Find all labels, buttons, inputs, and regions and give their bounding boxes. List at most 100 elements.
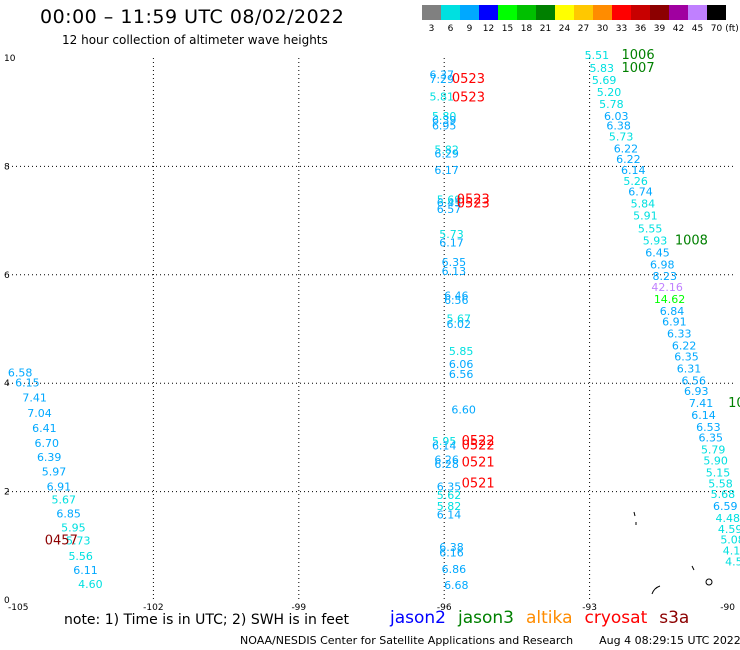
- swh-value: 5.80: [432, 110, 457, 123]
- swh-value: 6.60: [451, 404, 476, 417]
- swh-value: 6.39: [37, 451, 62, 464]
- swh-value: 5.85: [449, 345, 474, 358]
- swh-value: 6.22: [614, 142, 639, 155]
- swh-value: 7.41: [22, 392, 47, 405]
- swh-value: 7.41: [689, 397, 714, 410]
- swh-value: 6.98: [650, 258, 675, 271]
- legend-swatch-6: [441, 5, 460, 20]
- swh-value: 6.39: [432, 114, 457, 127]
- x-tick-label: -93: [582, 603, 597, 613]
- legend-swatch-21: [536, 5, 555, 20]
- x-tick-label: -102: [143, 603, 163, 613]
- legend-swatch-42: [669, 5, 688, 20]
- swh-value: 6.17: [439, 237, 464, 250]
- swh-value: 6.91: [47, 481, 72, 494]
- swh-value: 5.82: [434, 143, 459, 156]
- legend-swatch-15: [498, 5, 517, 20]
- swh-value: 5.56: [68, 550, 93, 563]
- swh-value: 6.03: [604, 110, 629, 123]
- satellite-altika: altika: [526, 608, 573, 628]
- color-legend: 3 6 9 12 15 18 21 24 27 30 33 36 39 42 45 70 (ft): [422, 5, 739, 34]
- swh-value: 5.73: [609, 130, 634, 143]
- swh-value: 14.62: [654, 293, 686, 306]
- swh-value: 6.58: [8, 367, 33, 380]
- legend-label-42: 42: [673, 24, 684, 34]
- swh-value: 6.14: [621, 164, 646, 177]
- legend-label-6: 6: [448, 24, 454, 34]
- swh-value: 6.35: [442, 256, 467, 269]
- swh-value: 6.45: [437, 197, 462, 210]
- swh-value: 6.93: [684, 385, 709, 398]
- legend-swatch-39: [650, 5, 669, 20]
- swh-value: 6.35: [674, 350, 699, 363]
- swh-value: 6.35: [437, 481, 462, 494]
- swh-value: 5.58: [708, 477, 733, 490]
- pass-time: 0457: [45, 534, 78, 549]
- footer-timestamp: Aug 4 08:29:15 UTC 2022: [599, 634, 740, 647]
- swh-value: 5.15: [706, 466, 731, 479]
- swh-value: 42.16: [651, 281, 683, 294]
- swh-value: 5.78: [599, 98, 624, 111]
- footer-credit: NOAA/NESDIS Center for Satellite Applica…: [240, 634, 574, 647]
- swh-value: 6.86: [442, 563, 467, 576]
- swh-value: 6.29: [434, 148, 459, 161]
- pass-time: 0523: [457, 192, 490, 207]
- swh-value: 5.83: [589, 62, 614, 75]
- pass-time: 0521: [462, 476, 495, 491]
- swh-value: 6.91: [662, 316, 687, 329]
- legend-swatch-70: [707, 5, 726, 20]
- swh-value: 5.08: [720, 534, 740, 547]
- swh-value: 6.59: [713, 500, 738, 513]
- swh-value: 5.62: [437, 489, 462, 502]
- swh-value: 4.48: [715, 512, 740, 525]
- swh-value: 6.37: [430, 69, 455, 82]
- swh-value: 6.84: [660, 305, 685, 318]
- swh-value: 6.14: [432, 439, 457, 452]
- swh-value: 6.68: [444, 579, 469, 592]
- x-tick-label: -96: [437, 603, 452, 613]
- y-tick-label: 4: [4, 379, 10, 389]
- swh-value: 5.97: [42, 465, 67, 478]
- swh-value: 5.81: [430, 90, 455, 103]
- swh-value: 6.38: [606, 120, 631, 133]
- coastline-fragments: [633, 511, 713, 595]
- pass-time: 0523: [452, 72, 485, 87]
- swh-value: 5.73: [66, 535, 91, 548]
- swh-value: 5.67: [446, 312, 471, 325]
- swh-value: 6.46: [444, 290, 469, 303]
- swh-value: 6.38: [439, 541, 464, 554]
- x-tick-label: -105: [8, 603, 28, 613]
- swh-value: 6.57: [437, 203, 462, 216]
- swh-value: 6.11: [73, 564, 98, 577]
- swh-value: 5.67: [51, 494, 76, 507]
- pass-time: 0523: [452, 90, 485, 105]
- swh-value: 6.74: [628, 186, 653, 199]
- pass-time: 1006: [622, 48, 655, 63]
- pass-time: 0523: [457, 197, 490, 212]
- swh-value: 7.04: [27, 407, 52, 420]
- legend-swatch-3: [422, 5, 441, 20]
- legend-label-21: 21: [540, 24, 551, 34]
- swh-value: 4.55: [725, 555, 740, 568]
- swh-value: 5.91: [633, 210, 658, 223]
- swh-value: 4.15: [723, 544, 740, 557]
- swh-value: 6.28: [434, 458, 459, 471]
- satellite-jason2: jason2: [390, 608, 446, 628]
- legend-swatch-45: [688, 5, 707, 20]
- pass-time: 0521: [462, 456, 495, 471]
- legend-label-39: 39: [654, 24, 666, 34]
- legend-label-18: 18: [521, 24, 533, 34]
- pass-time-labels: 0457052305230523052305220522052105211006…: [45, 48, 740, 549]
- legend-label-3: 3: [429, 24, 435, 34]
- swh-value: 5.73: [439, 228, 464, 241]
- legend-label-9: 9: [467, 24, 473, 34]
- swh-value: 6.26: [434, 453, 459, 466]
- pass-time: 1009: [728, 396, 740, 411]
- y-tick-label: 2: [4, 488, 10, 498]
- pass-time: 1007: [622, 61, 655, 76]
- legend-swatch-24: [555, 5, 574, 20]
- y-tick-label: 10: [4, 54, 16, 64]
- swh-value: 8.23: [652, 270, 677, 283]
- satellite-legend: jason2 jason3 altika cryosat s3a: [390, 608, 701, 628]
- legend-swatch-18: [517, 5, 536, 20]
